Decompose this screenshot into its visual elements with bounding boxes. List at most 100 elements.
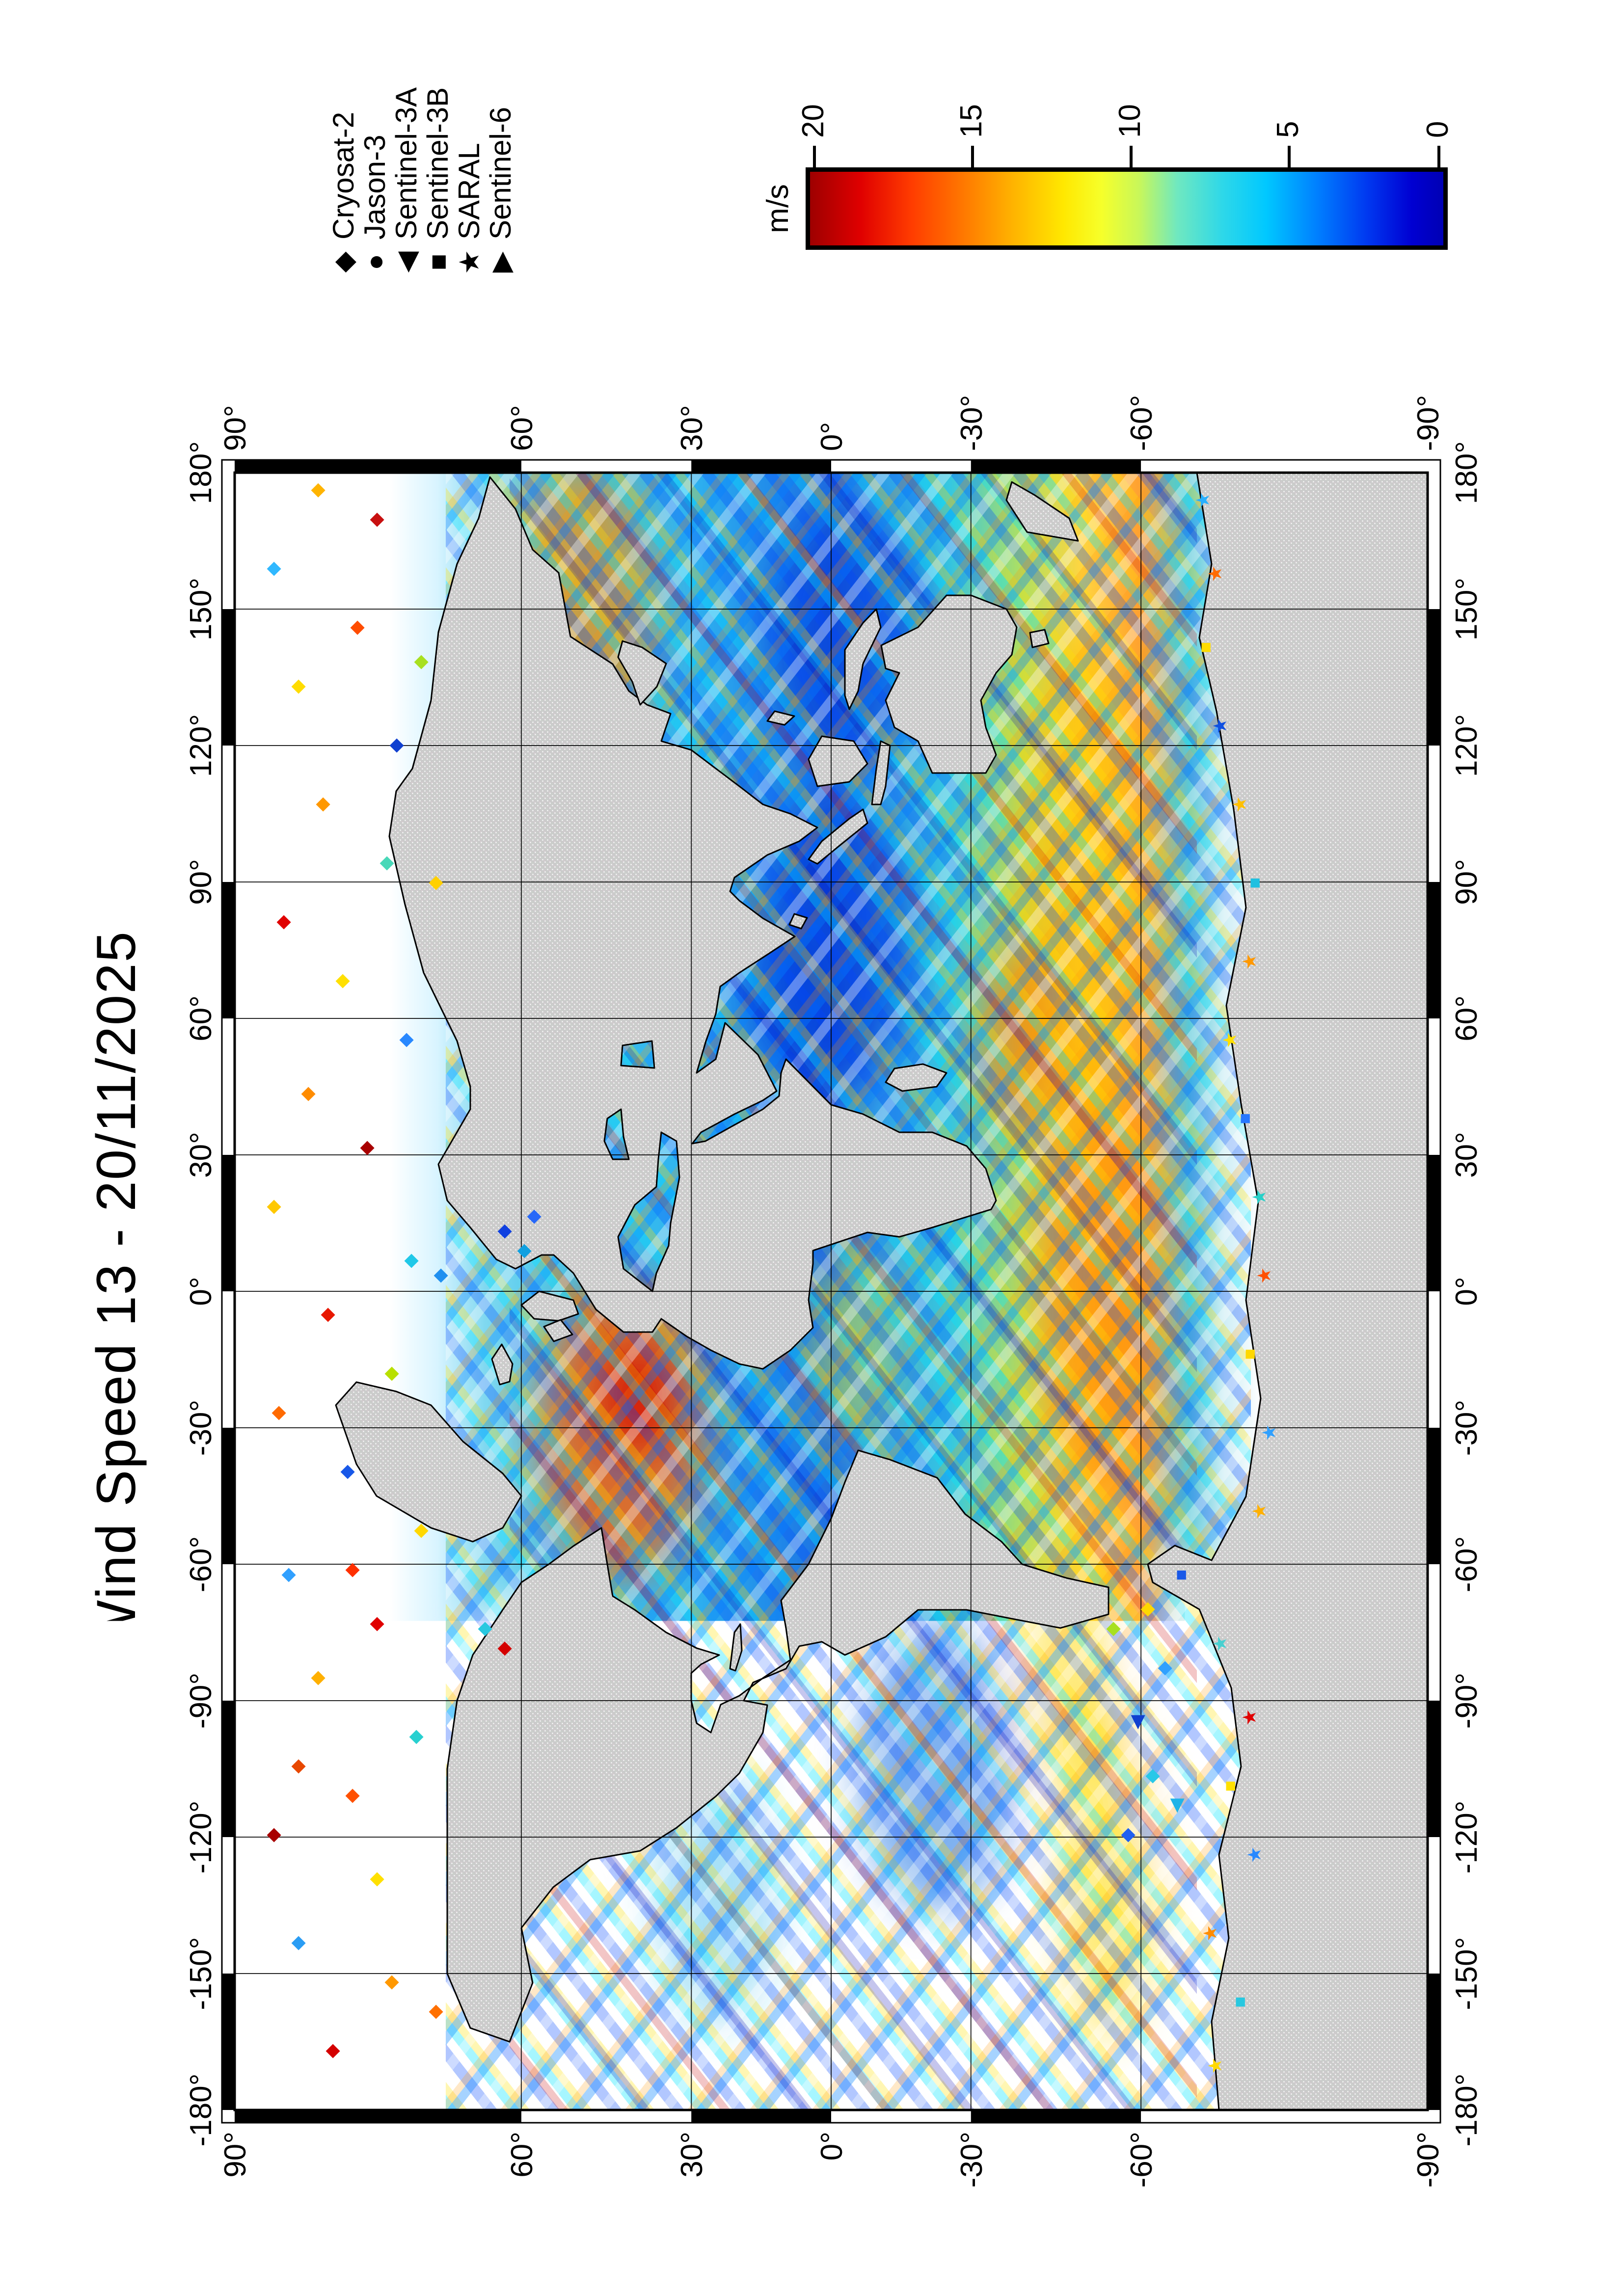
data-point-marker: ◆: [356, 1141, 377, 1155]
legend-row-saral: ★ SARAL: [454, 87, 485, 285]
data-point-marker: ◆: [287, 1759, 308, 1774]
data-point-marker: ◆: [425, 2004, 445, 2019]
lon-tick-label-top: 60°: [184, 995, 218, 1041]
data-point-marker: ◆: [1154, 1661, 1174, 1676]
frame-segment-top: [222, 609, 235, 746]
data-point-marker: ◆: [493, 1641, 514, 1656]
legend-label: Sentinel-3B: [422, 87, 454, 240]
lat-tick-label-right: 0°: [815, 422, 849, 451]
frame-segment-right: [235, 460, 521, 473]
data-point-marker: ◆: [307, 483, 327, 498]
data-point-marker: ◆: [385, 738, 406, 753]
lon-tick-label-bottom: -90°: [1450, 1673, 1484, 1729]
lon-tick-label-top: 120°: [184, 714, 218, 777]
triangle-right-marker-icon: ▶: [485, 240, 516, 285]
data-point-marker: ◆: [336, 1465, 357, 1479]
frame-segment-right: [971, 460, 1141, 473]
legend-row-sentinel6: ▶ Sentinel-6: [485, 87, 516, 285]
data-point-marker: ◆: [366, 1617, 386, 1631]
data-point-marker: ★: [1249, 1189, 1270, 1205]
data-point-marker: ◆: [380, 1366, 401, 1381]
colorbar-tick: [971, 146, 974, 167]
lat-tick-label-left: 60°: [505, 2132, 539, 2178]
frame-segment-bottom: [1428, 1701, 1440, 1837]
colorbar-tick: [813, 146, 816, 167]
data-point-marker: ◆: [272, 915, 293, 930]
data-point-marker: ★: [1205, 2057, 1226, 2074]
data-point-marker: ★: [1230, 796, 1250, 813]
data-point-marker: ◆: [1141, 1769, 1162, 1784]
data-point-marker: ◆: [425, 876, 445, 890]
data-point-marker: ◆: [410, 1523, 431, 1538]
data-point-marker: ◆: [493, 1224, 514, 1239]
lon-tick-label-top: -90°: [184, 1673, 218, 1729]
lon-tick-label-bottom: 0°: [1450, 1277, 1484, 1306]
data-point-marker: ★: [1210, 718, 1231, 734]
frame-segment-bottom: [1428, 882, 1440, 1018]
data-point-marker: ★: [1205, 565, 1226, 582]
frame-segment-top: [222, 1428, 235, 1564]
legend-label: Cryosat-2: [328, 112, 359, 240]
colorbar-tick: [1130, 146, 1133, 167]
frame-segment-bottom: [1428, 1974, 1440, 2110]
data-point-marker: ◆: [307, 1671, 327, 1685]
lon-tick-label-bottom: -120°: [1450, 1801, 1484, 1874]
frame-segment-top: [222, 1155, 235, 1291]
lon-tick-label-top: 30°: [184, 1132, 218, 1178]
colorbar-gradient: [806, 167, 1448, 250]
data-point-marker: ◆: [376, 856, 396, 871]
data-point-marker: ★: [1249, 1503, 1270, 1520]
frame-segment-right: [691, 460, 831, 473]
data-point-marker: ■: [1240, 1349, 1260, 1360]
lat-tick-label-left: 30°: [675, 2132, 709, 2178]
data-point-marker: ◆: [513, 1244, 534, 1258]
data-point-marker: ◆: [380, 1975, 401, 1990]
data-point-marker: ★: [1200, 1925, 1221, 1942]
lon-tick-label-bottom: 120°: [1450, 714, 1484, 777]
data-point-marker: ★: [1220, 1032, 1241, 1048]
lon-tick-label-bottom: 180°: [1450, 441, 1484, 504]
lon-tick-label-bottom: -150°: [1450, 1937, 1484, 2010]
lat-tick-label-left: 90°: [218, 2132, 252, 2178]
data-point-marker: ■: [1220, 1781, 1241, 1792]
data-point-marker: ◆: [331, 974, 352, 988]
colorbar-tick-label: 10: [1114, 50, 1146, 138]
data-point-marker: ◆: [317, 1308, 337, 1322]
frame-segment-bottom: [1428, 609, 1440, 746]
lat-tick-label-left: 0°: [815, 2132, 849, 2161]
data-point-marker: ◆: [268, 1406, 288, 1420]
data-point-marker: ★: [1254, 1267, 1275, 1284]
world-map: ◆◆◆◆◆◆◆◆◆◆◆◆◆◆◆◆◆◆◆◆◆◆◆◆◆◆◆◆◆◆◆◆◆◆◆◆◆◆◆◆…: [171, 358, 1496, 2223]
lat-tick-label-right: -60°: [1125, 395, 1159, 451]
rotated-figure-canvas: Wind Speed 13 - 20/11/2025 ◆ Cryosat-2 ●…: [0, 0, 1623, 2296]
data-point-marker: ★: [1240, 953, 1260, 970]
frame-segment-top: [222, 1701, 235, 1837]
data-point-marker: ◆: [1102, 1622, 1123, 1636]
triangle-left-marker-icon: ◀: [391, 240, 422, 285]
lat-tick-label-left: -60°: [1125, 2132, 1159, 2188]
square-marker-icon: ■: [422, 240, 454, 285]
data-point-marker: ◆: [1136, 1602, 1157, 1617]
lon-tick-label-top: -150°: [184, 1937, 218, 2010]
data-point-marker: ◆: [474, 1622, 494, 1636]
lon-tick-label-bottom: -60°: [1450, 1536, 1484, 1592]
colorbar-tick-label: 15: [956, 50, 987, 138]
colorbar-unit-label: m/s: [760, 167, 795, 250]
data-point-marker: ★: [1210, 1635, 1231, 1652]
data-point-marker: ◆: [287, 679, 308, 694]
data-point-marker: ★: [1240, 1709, 1260, 1726]
lon-tick-label-top: -120°: [184, 1801, 218, 1874]
lat-tick-label-left: -30°: [955, 2132, 989, 2188]
lon-tick-label-bottom: 90°: [1450, 859, 1484, 905]
data-point-marker: ◆: [410, 655, 431, 669]
data-point-marker: ◆: [263, 561, 283, 576]
data-point-marker: ◆: [297, 1087, 318, 1101]
data-point-marker: ★: [1259, 1424, 1280, 1441]
legend-row-sentinel3b: ■ Sentinel-3B: [422, 87, 454, 285]
data-point-marker: ◆: [400, 1254, 421, 1268]
data-point-marker: ★: [1193, 492, 1214, 508]
star-marker-icon: ★: [454, 240, 485, 285]
data-point-marker: ◆: [277, 1568, 298, 1582]
lon-tick-label-bottom: -30°: [1450, 1400, 1484, 1456]
lat-tick-label-left: -90°: [1411, 2132, 1445, 2188]
